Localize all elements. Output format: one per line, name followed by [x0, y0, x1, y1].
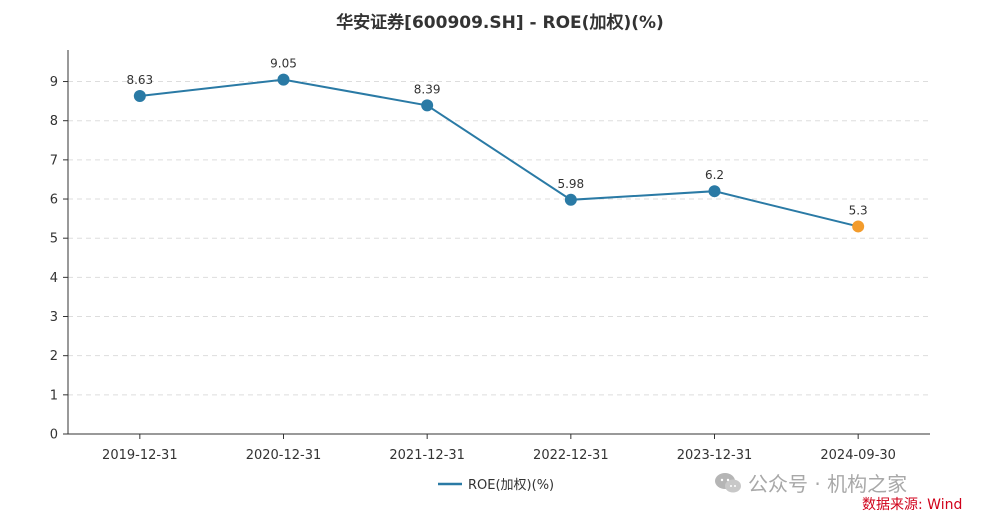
data-label: 8.63 — [126, 73, 153, 87]
x-tick-label: 2021-12-31 — [389, 448, 465, 463]
y-tick-label: 9 — [50, 75, 58, 90]
x-tick-label: 2022-12-31 — [533, 448, 609, 463]
data-label: 5.98 — [557, 177, 584, 191]
y-tick-label: 1 — [50, 388, 58, 403]
wechat-icon — [715, 472, 741, 492]
y-tick-label: 4 — [50, 271, 58, 286]
watermark-text: 公众号 · 机构之家 — [748, 472, 908, 496]
grid-lines — [68, 81, 930, 396]
y-tick-label: 7 — [50, 153, 58, 168]
data-point[interactable] — [564, 193, 577, 206]
legend[interactable]: ROE(加权)(%) — [438, 477, 554, 493]
x-tick-label: 2020-12-31 — [246, 448, 322, 463]
data-point[interactable] — [133, 90, 146, 103]
series-roe — [133, 73, 865, 233]
data-label: 8.39 — [414, 82, 441, 96]
x-tick-label: 2019-12-31 — [102, 448, 178, 463]
y-tick-label: 0 — [50, 428, 58, 443]
watermark: 公众号 · 机构之家 — [714, 468, 907, 497]
data-label: 6.2 — [705, 168, 724, 182]
source-note: 数据来源: Wind — [862, 497, 963, 513]
y-tick-label: 5 — [50, 232, 58, 247]
axes: 0 1 2 3 4 5 6 7 8 9 2019-12-31 2020-12-31 2021-12-31… — [50, 50, 930, 463]
data-point[interactable] — [421, 99, 434, 112]
y-tick-label: 6 — [50, 193, 58, 208]
y-tick-label: 2 — [50, 349, 58, 364]
x-tick-label: 2023-12-31 — [677, 448, 753, 463]
y-tick-label: 8 — [50, 114, 58, 129]
series-line — [139, 78, 859, 228]
chart-title: 华安证券[600909.SH] - ROE(加权)(%) — [336, 12, 664, 33]
data-point[interactable] — [277, 73, 290, 86]
data-label: 9.05 — [270, 57, 297, 71]
data-labels: 8.63 9.05 8.39 5.98 6.2 5.3 — [126, 57, 867, 218]
x-tick-label: 2024-09-30 — [820, 448, 896, 463]
y-tick-label: 3 — [50, 310, 58, 325]
data-point[interactable] — [852, 220, 865, 233]
legend-label: ROE(加权)(%) — [468, 477, 554, 493]
data-point[interactable] — [708, 185, 721, 198]
data-label: 5.3 — [849, 203, 868, 217]
